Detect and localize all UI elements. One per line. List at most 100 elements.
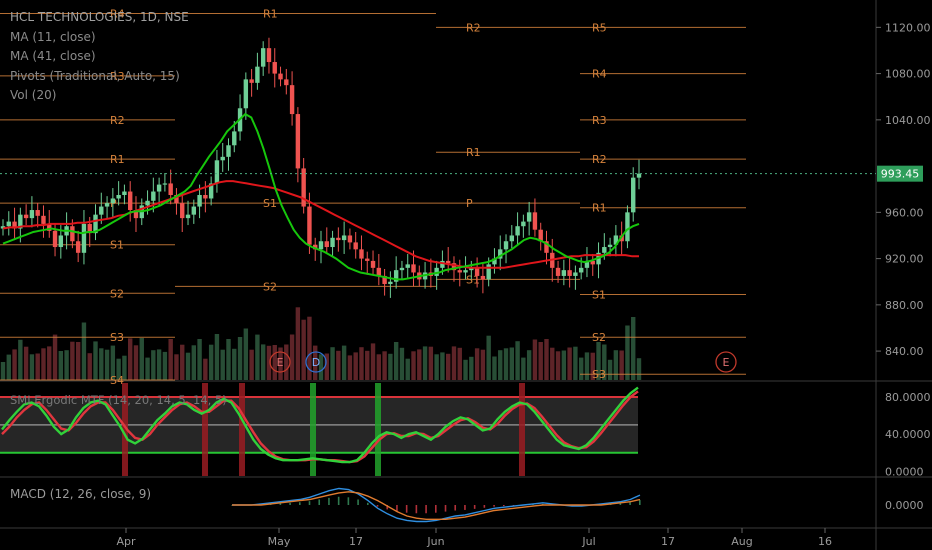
price-tick-label-6: 840.00 bbox=[885, 345, 924, 358]
volume-bar bbox=[139, 337, 144, 380]
volume-bar bbox=[278, 347, 283, 380]
volume-bar bbox=[208, 344, 214, 380]
legend-ma-slow[interactable]: MA (41, close) bbox=[10, 49, 96, 63]
candle-body bbox=[341, 235, 347, 241]
pivot-label-r5: R5 bbox=[592, 21, 607, 34]
volume-bar bbox=[382, 351, 387, 380]
macd-histogram-bar bbox=[454, 505, 457, 511]
volume-bar bbox=[347, 355, 353, 380]
oscillator-signal-bar bbox=[310, 383, 316, 476]
pivot-label-s1: S1 bbox=[592, 288, 606, 301]
candle-body bbox=[232, 131, 237, 146]
macd-histogram-bar bbox=[503, 505, 505, 507]
volume-bar bbox=[555, 351, 561, 380]
candle-body bbox=[451, 263, 457, 271]
candle-body bbox=[573, 272, 578, 276]
volume-bar bbox=[6, 354, 11, 380]
volume-bar bbox=[52, 334, 58, 380]
macd-histogram-bar bbox=[396, 505, 398, 512]
candle-body bbox=[515, 226, 520, 236]
macd-histogram-bar bbox=[512, 505, 515, 506]
macd-histogram-bar bbox=[299, 502, 301, 505]
macd-histogram-bar bbox=[444, 505, 447, 512]
macd-histogram-bar bbox=[367, 502, 369, 505]
event-marker-d-1 bbox=[305, 351, 327, 373]
volume-bar bbox=[474, 348, 480, 380]
volume-bar bbox=[81, 322, 87, 380]
candle-body bbox=[156, 184, 162, 192]
candle-body bbox=[249, 79, 254, 83]
volume-bar bbox=[498, 350, 503, 380]
volume-bar bbox=[446, 353, 451, 380]
pivot-label-s3: S3 bbox=[110, 331, 124, 344]
volume-bar bbox=[237, 337, 243, 380]
volume-bar bbox=[23, 346, 29, 380]
price-tick-label-4: 920.00 bbox=[885, 253, 924, 266]
candle-body bbox=[625, 212, 630, 242]
price-tick-label-0: 1120.00 bbox=[885, 21, 931, 34]
volume-bar bbox=[388, 353, 393, 380]
volume-bar bbox=[301, 319, 306, 380]
candle-body bbox=[278, 73, 283, 80]
volume-bar bbox=[417, 349, 422, 380]
volume-bar bbox=[515, 341, 520, 380]
volume-bar bbox=[405, 358, 410, 380]
macd-histogram-bar bbox=[308, 501, 311, 505]
volume-bar bbox=[463, 359, 468, 380]
pivot-label-p: P bbox=[466, 197, 473, 210]
volume-bar bbox=[232, 348, 237, 380]
macd-legend[interactable]: MACD (12, 26, close, 9) bbox=[10, 487, 152, 501]
macd-histogram-bar bbox=[435, 505, 437, 513]
oscillator-legend[interactable]: SMI Ergodic MTF (14, 20, 14, 5, 14, 5) bbox=[10, 393, 227, 407]
price-tick-label-1: 1080.00 bbox=[885, 68, 931, 81]
candle-body bbox=[521, 221, 526, 227]
candle-body bbox=[498, 249, 503, 259]
candle-body bbox=[555, 267, 561, 276]
volume-bar bbox=[631, 317, 636, 380]
candle-body bbox=[174, 195, 179, 204]
volume-bar bbox=[93, 341, 98, 380]
candle-body bbox=[104, 203, 110, 207]
candle-body bbox=[509, 235, 514, 242]
volume-bar bbox=[58, 351, 64, 380]
volume-bar bbox=[330, 347, 335, 380]
volume-bar bbox=[538, 342, 543, 380]
volume-bar bbox=[353, 352, 358, 380]
macd-histogram-bar bbox=[639, 500, 641, 505]
volume-bar bbox=[272, 345, 277, 380]
macd-histogram-bar bbox=[347, 497, 350, 505]
volume-bar bbox=[602, 344, 607, 380]
candle-body bbox=[370, 260, 376, 268]
event-label-d-1: D bbox=[312, 356, 320, 369]
candle-body bbox=[23, 214, 29, 219]
last-price-label: 993.45 bbox=[881, 168, 920, 181]
legend-volume[interactable]: Vol (20) bbox=[10, 88, 57, 102]
candle-body bbox=[405, 264, 410, 268]
candle-body bbox=[226, 145, 231, 157]
volume-bar bbox=[526, 350, 532, 380]
volume-bar bbox=[428, 346, 434, 380]
price-tick-label-2: 1040.00 bbox=[885, 114, 931, 127]
legend-ma-fast[interactable]: MA (11, close) bbox=[10, 29, 96, 44]
candle-body bbox=[399, 267, 405, 271]
macd-histogram-bar bbox=[318, 499, 321, 505]
volume-bar bbox=[185, 352, 191, 380]
volume-bar bbox=[440, 352, 445, 380]
volume-bar bbox=[110, 345, 116, 380]
candle-body bbox=[486, 264, 491, 280]
macd-histogram-bar bbox=[328, 497, 330, 505]
pivot-label-s2: S2 bbox=[263, 280, 277, 293]
candle-body bbox=[636, 173, 642, 178]
macd-histogram-bar bbox=[289, 502, 291, 505]
candle-body bbox=[214, 160, 220, 184]
volume-bar bbox=[532, 339, 538, 380]
pivot-label-r1: R1 bbox=[110, 153, 125, 166]
legend-pivots[interactable]: Pivots (Traditional, Auto, 15) bbox=[10, 68, 180, 83]
pivot-label-r4: R4 bbox=[592, 68, 607, 81]
volume-bar bbox=[70, 341, 75, 380]
pivot-label-r1: R1 bbox=[466, 146, 481, 159]
candle-body bbox=[197, 195, 202, 207]
candle-body bbox=[613, 235, 619, 245]
volume-bar bbox=[203, 358, 208, 380]
